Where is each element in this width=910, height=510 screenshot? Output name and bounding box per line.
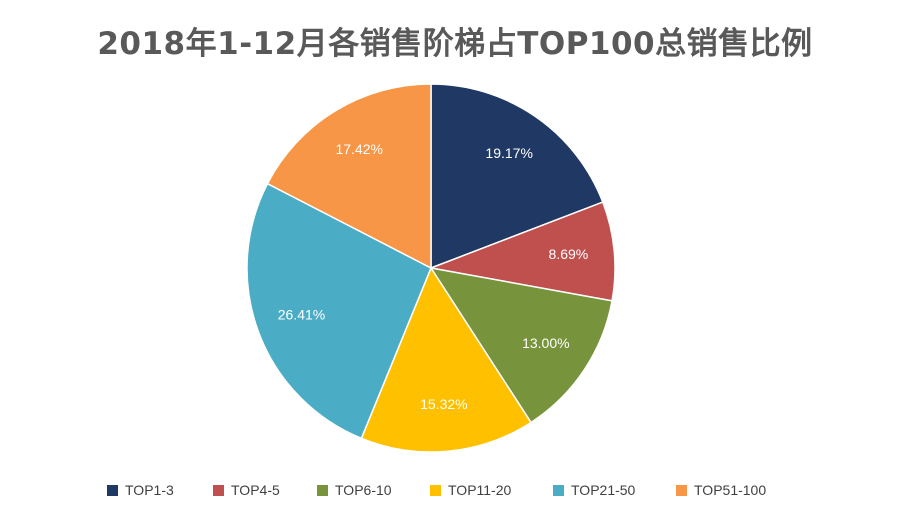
pie-slice-top1-3 xyxy=(430,83,604,270)
legend-label: TOP4-5 xyxy=(231,482,280,498)
legend-label: TOP6-10 xyxy=(335,482,392,498)
legend-item-top6-10: TOP6-10 xyxy=(317,478,392,502)
legend-swatch xyxy=(430,484,441,496)
legend-item-top11-20: TOP11-20 xyxy=(430,478,511,502)
legend-item-top4-5: TOP4-5 xyxy=(213,478,280,502)
legend-label: TOP51-100 xyxy=(694,482,767,498)
pie-slice-top11-20 xyxy=(360,266,533,453)
legend-item-top1-3: TOP1-3 xyxy=(107,478,174,502)
pie-slice-top6-10 xyxy=(429,266,613,424)
legend-swatch xyxy=(553,484,564,496)
legend-swatch xyxy=(107,484,118,496)
data-label-top11-20: 15.32% xyxy=(420,396,467,412)
chart-title: 2018年1-12月各销售阶梯占TOP100总销售比例 xyxy=(97,26,813,62)
data-label-top21-50: 26.41% xyxy=(278,306,325,322)
data-label-top4-5: 8.69% xyxy=(549,246,589,262)
legend-swatch xyxy=(317,484,328,496)
pie-slice-top51-100 xyxy=(266,83,432,270)
legend-item-top51-100: TOP51-100 xyxy=(676,478,766,502)
legend-item-top21-50: TOP21-50 xyxy=(553,478,635,502)
legend-label: TOP21-50 xyxy=(571,482,636,498)
legend-swatch xyxy=(213,484,224,496)
legend-label: TOP11-20 xyxy=(448,482,512,498)
pie-slice-top21-50 xyxy=(246,182,432,440)
data-label-top6-10: 13.00% xyxy=(522,335,569,351)
chart-legend: TOP1-3 TOP4-5 TOP6-10 TOP11-20 TOP21-50 … xyxy=(0,478,910,502)
legend-swatch xyxy=(676,484,687,496)
legend-label: TOP1-3 xyxy=(125,482,174,498)
data-label-top1-3: 19.17% xyxy=(485,145,532,161)
data-label-top51-100: 17.42% xyxy=(335,141,382,157)
